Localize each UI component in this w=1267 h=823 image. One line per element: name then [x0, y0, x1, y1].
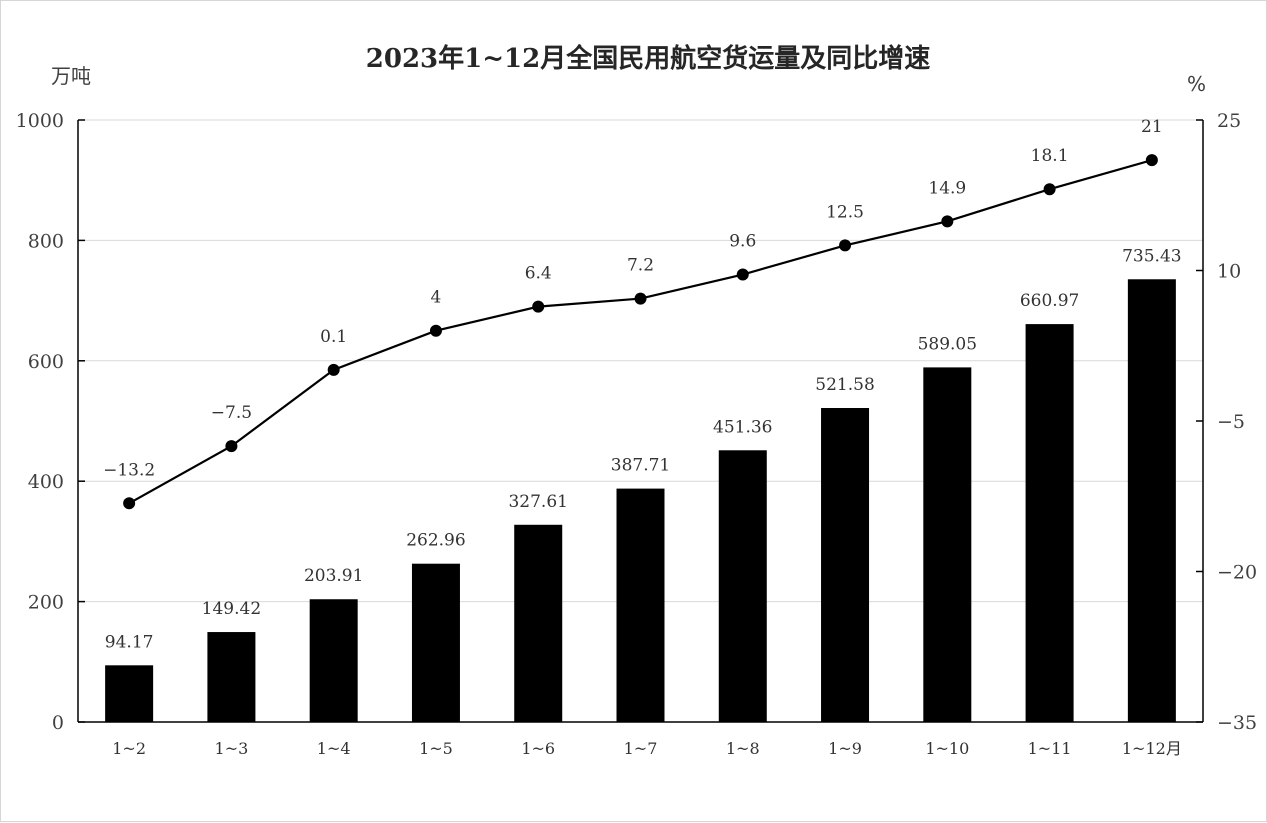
right-axis-tick-label: −5	[1217, 411, 1245, 433]
line-value-label: 6.4	[525, 264, 552, 284]
bar	[309, 599, 358, 722]
x-axis-tick-label: 1~2	[112, 739, 146, 758]
line-value-label: −7.5	[211, 403, 252, 423]
x-axis-tick-label: 1~5	[419, 739, 453, 758]
left-axis-tick-label: 600	[28, 351, 64, 373]
x-axis-tick-label: 1~12月	[1122, 739, 1182, 758]
x-axis-tick-label: 1~3	[215, 739, 249, 758]
right-axis-tick-label: 25	[1217, 110, 1241, 132]
growth-rate-point	[429, 324, 442, 337]
line-value-label: 14.9	[928, 178, 966, 198]
bar-value-label: 660.97	[1020, 291, 1079, 311]
x-axis-tick-label: 1~10	[925, 739, 969, 758]
bar	[514, 524, 563, 722]
bar-value-label: 387.71	[611, 456, 670, 476]
right-axis-tick-label: −35	[1217, 712, 1257, 734]
line-value-label: 7.2	[627, 256, 654, 276]
bar-value-label: 94.17	[105, 632, 154, 652]
left-axis-tick-label: 0	[52, 712, 64, 734]
bar	[207, 632, 256, 722]
growth-rate-point	[532, 300, 545, 313]
line-value-label: 9.6	[729, 232, 756, 252]
right-axis-tick-label: 10	[1217, 261, 1241, 283]
bar	[105, 665, 154, 722]
line-value-label: 0.1	[320, 327, 347, 347]
growth-rate-point	[839, 239, 852, 252]
bar	[616, 488, 665, 722]
line-value-label: 4	[431, 288, 442, 308]
bar-value-label: 262.96	[406, 531, 465, 551]
left-axis-tick-label: 200	[28, 592, 64, 614]
bar	[718, 450, 767, 722]
bar-value-label: 589.05	[918, 334, 977, 354]
x-axis-tick-label: 1~6	[521, 739, 555, 758]
growth-rate-point	[327, 363, 340, 376]
bar	[923, 367, 972, 722]
bar-value-label: 451.36	[713, 417, 772, 437]
growth-rate-point	[941, 215, 954, 228]
growth-rate-point	[736, 268, 749, 281]
right-axis-unit: %	[1187, 72, 1206, 96]
data-labels: 94.17 149.42 203.91 262.96 327.61 387.71 451.3…	[103, 117, 1182, 652]
bar-value-label: 149.42	[202, 599, 261, 619]
chart-title: 2023年1~12月全国民用航空货运量及同比增速	[366, 43, 930, 74]
bar	[821, 408, 870, 722]
axes: 0 200 400 600 800 1000 −35 −20 −5 10 25 1~2 1~3 1~4 1~…	[16, 110, 1257, 758]
growth-rate-point	[1145, 154, 1158, 167]
gridlines	[78, 119, 1203, 603]
left-axis-tick-label: 800	[28, 230, 64, 252]
bar-series	[105, 279, 1176, 722]
line-value-label: 21	[1141, 117, 1163, 137]
growth-rate-point	[123, 497, 136, 510]
bar	[1025, 324, 1074, 722]
growth-rate-point	[634, 292, 647, 305]
line-value-label: 12.5	[826, 202, 864, 222]
x-axis-tick-label: 1~4	[317, 739, 351, 758]
bar	[411, 563, 460, 722]
bar	[1127, 279, 1176, 722]
left-axis-tick-label: 400	[28, 471, 64, 493]
bar-value-label: 203.91	[304, 566, 363, 586]
left-axis-unit: 万吨	[51, 64, 91, 88]
line-series	[123, 154, 1158, 510]
growth-rate-point	[225, 440, 238, 453]
growth-rate-line	[128, 159, 1153, 505]
x-axis-tick-label: 1~11	[1028, 739, 1072, 758]
x-axis-tick-label: 1~8	[726, 739, 760, 758]
bar-value-label: 327.61	[508, 492, 567, 512]
x-axis-tick-label: 1~9	[828, 739, 862, 758]
growth-rate-point	[1043, 183, 1056, 196]
left-axis-tick-label: 1000	[16, 110, 64, 132]
bar-value-label: 735.43	[1122, 246, 1181, 266]
bar-value-label: 521.58	[815, 375, 874, 395]
x-axis-tick-label: 1~7	[624, 739, 658, 758]
line-value-label: −13.2	[103, 460, 155, 480]
line-value-label: 18.1	[1031, 146, 1069, 166]
right-axis-tick-label: −20	[1217, 562, 1257, 584]
